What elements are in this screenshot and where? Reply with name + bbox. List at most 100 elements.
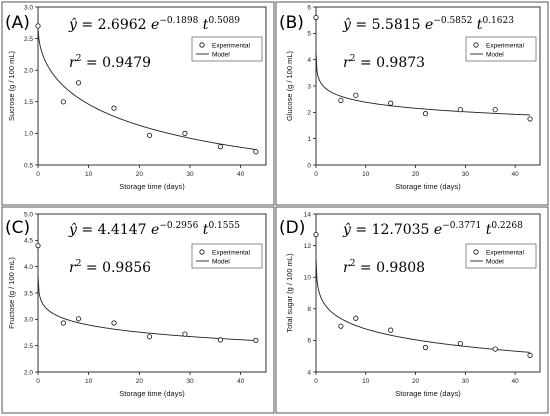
legend-marker-experimental [199,249,205,255]
data-point [35,23,41,29]
plot-frame [37,6,267,166]
x-tick-label: 40 [237,171,245,178]
legend-box [191,36,263,62]
legend: Experimental Model [191,243,263,269]
data-point [527,352,533,359]
y-tick-label: 0.5 [24,162,33,169]
data-point [217,337,223,343]
data-point [388,100,394,106]
y-tick-label: 2.0 [24,68,33,75]
legend-marker-experimental [473,42,479,48]
y-tick-label: 2.0 [24,369,33,376]
y-tick-label: 1.5 [24,99,33,106]
y-tick-label: 4.5 [24,238,33,245]
x-tick-label: 10 [362,171,370,178]
x-tick-label: 40 [237,378,245,385]
x-tick-label: 20 [136,378,144,385]
x-tick-label: 10 [85,171,93,178]
r-squared: r2 = 0.9808 [343,259,425,276]
data-point [353,315,359,321]
y-axis-title: Fructose (g / 100 mL) [7,257,16,329]
x-tick-label: 0 [314,171,318,178]
panel-border [275,206,549,414]
y-tick-label: 6 [307,4,311,11]
x-tick-label: 40 [511,378,519,385]
y-axis-title: Sucrose (g / 100 mL) [7,50,16,121]
legend-marker-experimental [473,249,479,255]
r-squared: r2 = 0.9479 [69,54,151,71]
x-tick-label: 30 [186,378,194,385]
legend-box [465,243,537,269]
data-point [338,97,344,104]
data-point [313,14,319,21]
panel-border [275,1,549,206]
y-tick-label: 4 [307,57,311,64]
data-point [146,334,153,340]
x-axis-title: Storage time (days) [119,389,185,398]
panel-label: (A) [5,13,30,33]
data-point [313,231,319,238]
plot-frame [315,213,541,373]
x-axis-title: Storage time (days) [395,389,461,398]
y-tick-label: 3.5 [24,290,33,297]
legend-box [191,243,263,269]
data-point [253,149,259,155]
data-point [60,99,66,105]
model-equation: ŷ = 4.4147 e−0.2956 t0.1555 [68,221,240,238]
y-axis-title: Glucose (g / 100 mL) [285,50,294,121]
legend-label-experimental: Experimental [212,249,250,256]
x-tick-label: 10 [362,378,370,385]
x-tick-label: 0 [36,378,40,385]
data-point [527,116,533,122]
legend-label-model: Model [212,51,230,58]
x-tick-label: 30 [462,378,470,385]
data-point [111,105,117,111]
y-tick-label: 12 [304,243,312,250]
y-tick-label: 5.0 [24,211,33,218]
data-point [75,316,82,322]
legend-marker-experimental [199,42,205,48]
legend-label-experimental: Experimental [486,249,524,256]
legend: Experimental Model [191,36,263,62]
y-tick-label: 5 [307,31,311,38]
panel-label: (D) [279,218,305,238]
y-tick-label: 0 [307,162,311,169]
panel-a: 0 10 20 30 40 0.5 1.0 1.5 2.0 2.5 3.0 Storage time … [1,1,275,206]
data-point [338,323,344,329]
x-tick-label: 20 [412,378,420,385]
y-tick-label: 14 [304,211,312,218]
data-point [388,327,394,333]
y-tick-label: 2.5 [24,36,33,43]
y-tick-label: 8 [307,306,311,313]
legend: Experimental Model [465,36,537,62]
panel-border [1,1,275,206]
data-point [253,337,259,343]
panel-border [1,206,275,414]
data-point [182,331,188,337]
data-point [75,80,82,86]
legend-label-model: Model [486,51,504,58]
model-equation: ŷ = 2.6962 e−0.1898 t0.5089 [68,16,240,33]
r-squared: r2 = 0.9873 [343,54,425,71]
model-curve [37,276,256,341]
data-point [35,243,41,249]
legend-box [465,36,537,62]
data-point [60,320,66,326]
panel-c: 0 10 20 30 40 2.0 2.5 3.0 3.5 4.0 4.5 5.0 Storage ti… [1,206,275,414]
data-point [353,92,359,98]
y-tick-label: 2.5 [24,343,33,350]
y-tick-label: 4.0 [24,264,33,271]
x-tick-label: 0 [36,171,40,178]
data-point [422,344,429,351]
data-point [111,320,117,326]
y-tick-label: 6 [307,338,311,345]
y-tick-label: 2 [307,110,311,117]
data-point [217,144,223,150]
x-tick-label: 40 [511,171,519,178]
data-point [492,346,498,352]
data-point [146,132,153,138]
y-tick-label: 3 [307,83,311,90]
panel-label: (C) [5,218,30,238]
x-axis-title: Storage time (days) [119,182,185,191]
model-equation: ŷ = 12.7035 e−0.3771 t0.2268 [342,221,523,238]
